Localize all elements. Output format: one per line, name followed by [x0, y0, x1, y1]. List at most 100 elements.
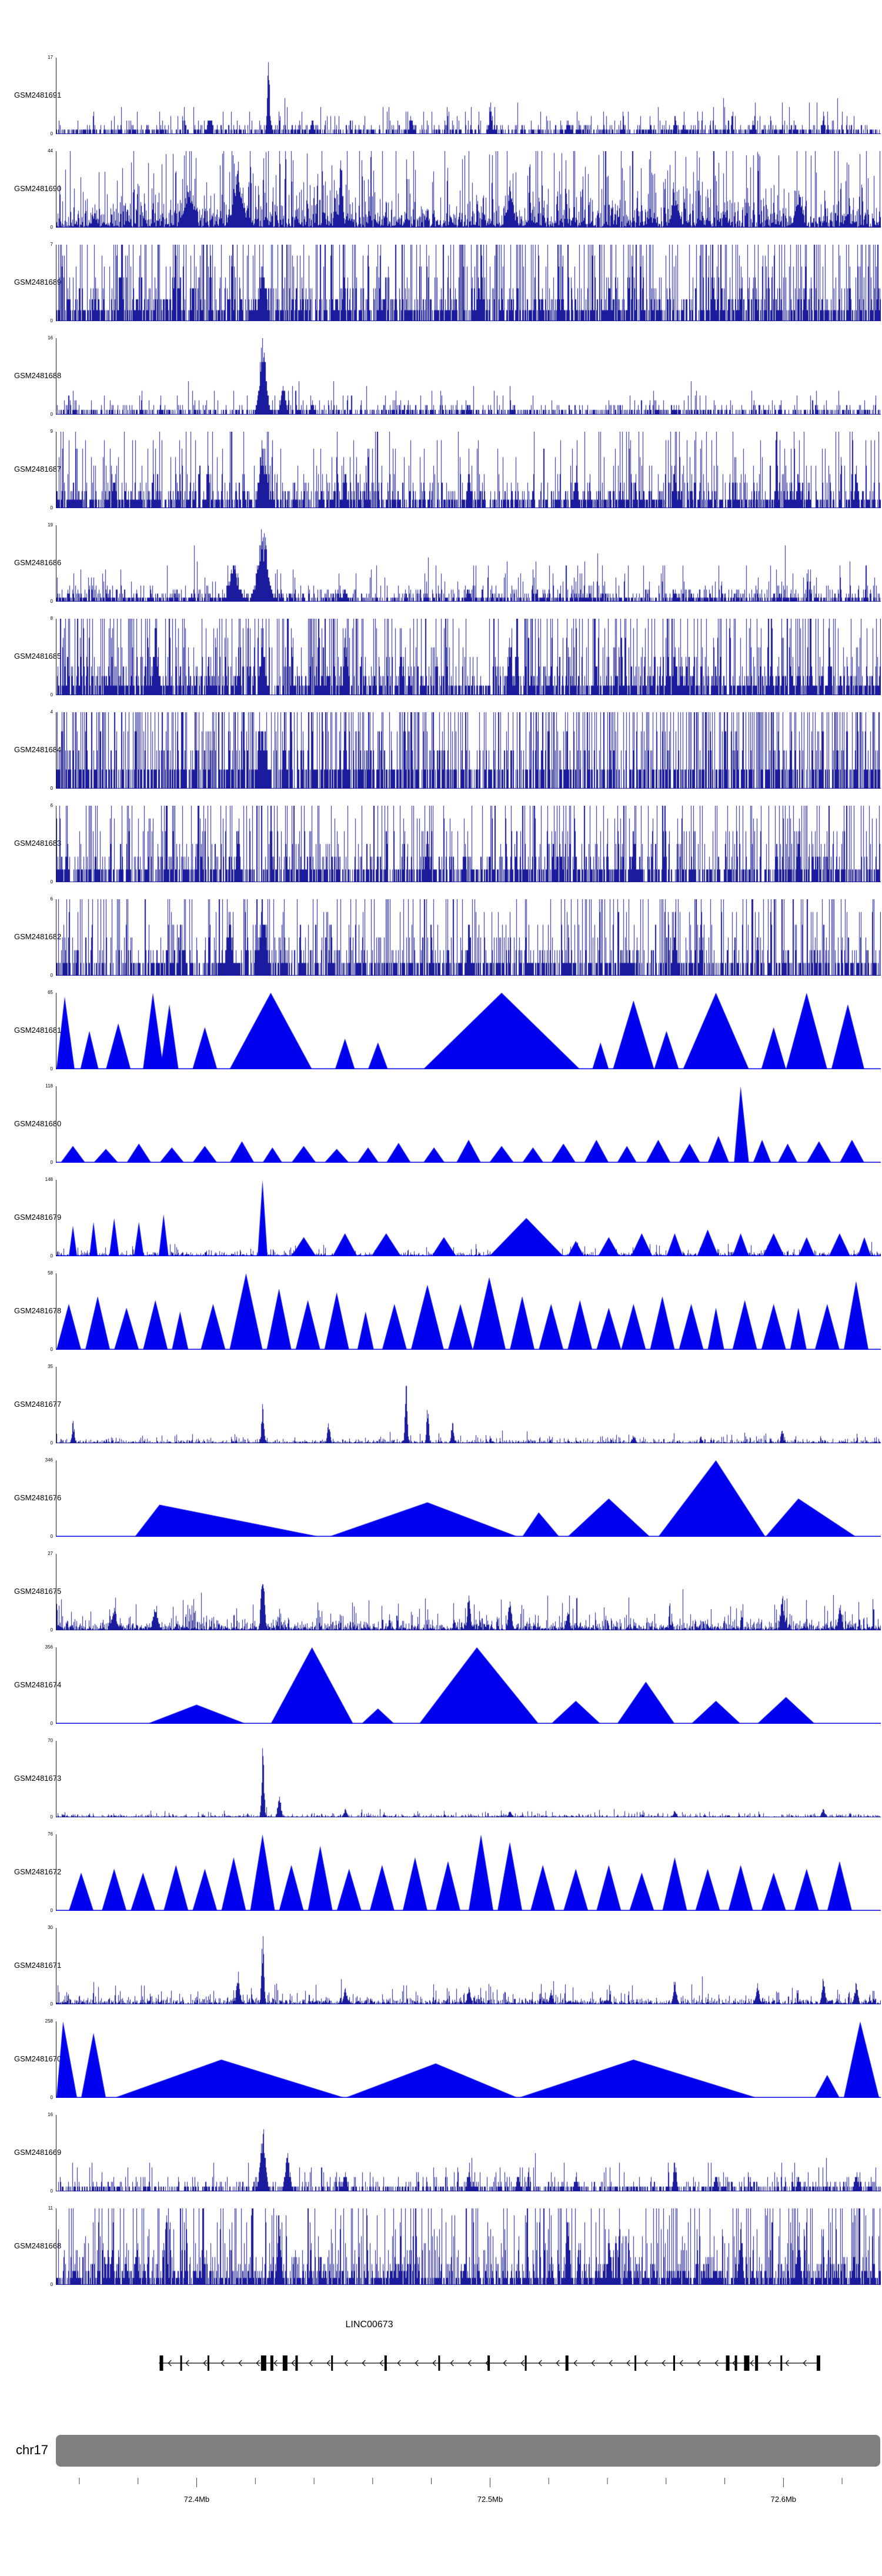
- strand-arrow-icon: [415, 2360, 419, 2367]
- exon-block: [755, 2355, 759, 2371]
- y-axis-min-label: 0: [50, 1160, 53, 1165]
- track-label: GSM2481675: [14, 1587, 62, 1596]
- signal-plot-area: [56, 245, 881, 321]
- track-label: GSM2481682: [14, 932, 62, 941]
- y-axis-max-label: 76: [48, 1831, 53, 1837]
- signal-plot-area: [56, 993, 881, 1069]
- gene-name-label: LINC00673: [345, 2320, 393, 2330]
- signal-plot-area: [56, 2208, 881, 2285]
- track-label: GSM2481669: [14, 2148, 62, 2157]
- strand-arrow-icon: [432, 2360, 436, 2367]
- signal-plot-area: [56, 1647, 881, 1724]
- signal-plot-area: [56, 1180, 881, 1256]
- signal-track-row: GSM2481685 8 0: [0, 612, 882, 705]
- y-axis-max-label: 11: [48, 2205, 53, 2211]
- signal-canvas: [56, 1367, 881, 1443]
- strand-arrow-icon: [344, 2360, 348, 2367]
- y-axis-max-label: 7: [50, 242, 53, 247]
- signal-canvas: [56, 245, 881, 321]
- signal-plot-area: [56, 1928, 881, 2004]
- exon-block: [673, 2355, 675, 2371]
- track-label: GSM2481683: [14, 839, 62, 847]
- signal-canvas: [56, 525, 881, 602]
- y-axis-max-label: 9: [50, 429, 53, 434]
- signal-canvas: [56, 1928, 881, 2004]
- y-axis-max-label: 8: [50, 616, 53, 621]
- chromosome-bar: [56, 2435, 880, 2467]
- gene-model: [159, 2355, 820, 2371]
- strand-arrow-icon: [362, 2360, 366, 2367]
- strand-arrow-icon: [538, 2360, 542, 2367]
- coordinate-label: 72.6Mb: [770, 2495, 797, 2504]
- signal-canvas: [56, 151, 881, 228]
- signal-canvas: [56, 1834, 881, 1911]
- strand-arrow-icon: [503, 2360, 507, 2367]
- signal-track-row: GSM2481687 9 0: [0, 425, 882, 518]
- strand-arrow-icon: [203, 2360, 207, 2367]
- strand-arrow-icon: [591, 2360, 595, 2367]
- signal-canvas: [56, 58, 881, 134]
- track-label: GSM2481674: [14, 1680, 62, 1689]
- y-axis-min-label: 0: [50, 1253, 53, 1259]
- y-axis-max-label: 17: [48, 55, 53, 60]
- signal-plot-area: [56, 1460, 881, 1537]
- signal-canvas: [56, 712, 881, 789]
- exon-block: [270, 2355, 273, 2371]
- chromosome-label: chr17: [16, 2442, 49, 2457]
- track-label: GSM2481686: [14, 558, 62, 567]
- track-label: GSM2481679: [14, 1213, 62, 1222]
- y-axis-max-label: 16: [48, 2112, 53, 2117]
- exon-block: [282, 2355, 288, 2371]
- signal-plot-area: [56, 2021, 881, 2098]
- exon-block: [180, 2355, 182, 2371]
- signal-plot-area: [56, 619, 881, 695]
- y-axis-min-label: 0: [50, 1066, 53, 1072]
- signal-track-row: GSM2481676 346 0: [0, 1453, 882, 1547]
- signal-plot-area: [56, 338, 881, 415]
- signal-track-row: GSM2481677 35 0: [0, 1360, 882, 1453]
- track-label: GSM2481676: [14, 1493, 62, 1502]
- signal-canvas: [56, 432, 881, 508]
- track-label: GSM2481690: [14, 184, 62, 193]
- signal-canvas: [56, 1273, 881, 1350]
- y-axis-min-label: 0: [50, 2095, 53, 2100]
- track-label: GSM2481677: [14, 1400, 62, 1409]
- signal-canvas: [56, 993, 881, 1069]
- signal-track-row: GSM2481671 30 0: [0, 1921, 882, 2014]
- strand-arrow-icon: [273, 2360, 278, 2367]
- y-axis-min-label: 0: [50, 412, 53, 417]
- strand-arrow-icon: [238, 2360, 242, 2367]
- exon-block: [565, 2355, 569, 2371]
- y-axis-max-label: 6: [50, 803, 53, 808]
- track-label: GSM2481680: [14, 1119, 62, 1128]
- y-axis-min-label: 0: [50, 2282, 53, 2287]
- y-axis-min-label: 0: [50, 2188, 53, 2194]
- signal-canvas: [56, 1086, 881, 1163]
- signal-plot-area: [56, 1273, 881, 1350]
- signal-plot-area: [56, 2115, 881, 2191]
- signal-track-row: GSM2481680 118 0: [0, 1079, 882, 1173]
- signal-plot-area: [56, 1367, 881, 1443]
- signal-canvas: [56, 806, 881, 882]
- y-axis-max-label: 44: [48, 148, 53, 154]
- signal-canvas: [56, 899, 881, 976]
- track-label: GSM2481681: [14, 1026, 62, 1035]
- exon-block: [726, 2355, 730, 2371]
- gene-annotation-track: LINC00673: [0, 2311, 882, 2388]
- signal-track-row: GSM2481681 65 0: [0, 986, 882, 1079]
- signal-canvas: [56, 1460, 881, 1537]
- track-label: GSM2481685: [14, 652, 62, 660]
- y-axis-max-label: 4: [50, 709, 53, 715]
- strand-arrow-icon: [767, 2360, 771, 2367]
- y-axis-max-label: 30: [48, 1925, 53, 1930]
- strand-arrow-icon: [644, 2360, 648, 2367]
- y-axis-min-label: 0: [50, 692, 53, 698]
- exon-block: [487, 2355, 490, 2371]
- signal-track-row: GSM2481688 16 0: [0, 331, 882, 425]
- signal-plot-area: [56, 525, 881, 602]
- track-label: GSM2481684: [14, 745, 62, 754]
- strand-arrow-icon: [291, 2360, 295, 2367]
- signal-track-row: GSM2481678 58 0: [0, 1266, 882, 1360]
- signal-canvas: [56, 619, 881, 695]
- track-label: GSM2481689: [14, 278, 62, 286]
